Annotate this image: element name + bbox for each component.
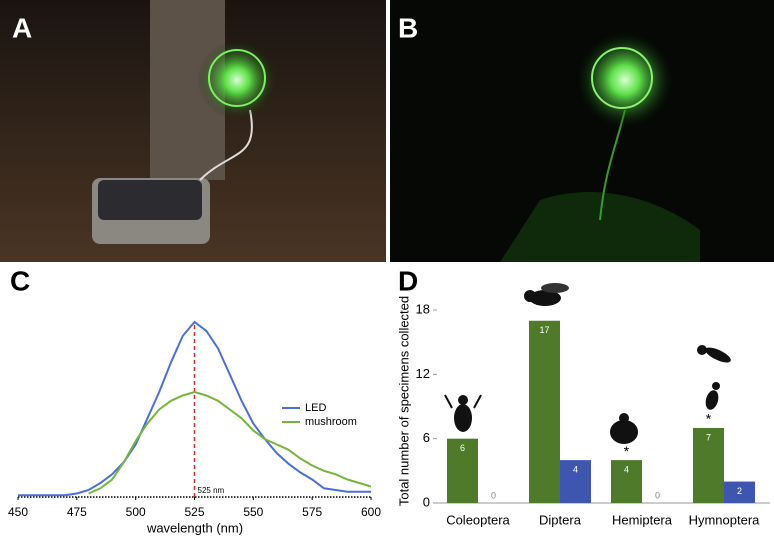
bar bbox=[693, 427, 724, 503]
panel-label: C bbox=[10, 265, 30, 296]
photo-b bbox=[390, 0, 774, 262]
x-tick-label: Hemiptera bbox=[612, 512, 673, 527]
bar bbox=[529, 320, 560, 503]
line-series bbox=[18, 320, 371, 497]
bar-value-label: 6 bbox=[460, 443, 465, 453]
x-tick-label: 550 bbox=[243, 505, 263, 519]
bar-value-label: 7 bbox=[706, 432, 711, 442]
x-tick-label: 525 bbox=[184, 505, 204, 519]
x-tick-label: 600 bbox=[361, 505, 381, 519]
bar bbox=[560, 460, 591, 503]
x-tick-label: 475 bbox=[67, 505, 87, 519]
y-tick-label: 12 bbox=[416, 366, 430, 381]
y-tick-label: 6 bbox=[423, 430, 430, 445]
x-tick-label: Hymnoptera bbox=[689, 512, 761, 527]
legend-label: mushroom bbox=[305, 416, 357, 428]
bar bbox=[611, 460, 642, 503]
y-axis-title: Total number of specimens collected bbox=[396, 296, 411, 506]
bar-value-label: 17 bbox=[539, 325, 549, 335]
photo-a bbox=[0, 0, 386, 262]
y-tick-label: 0 bbox=[423, 494, 430, 509]
x-tick-label: Diptera bbox=[539, 512, 582, 527]
panel-label: A bbox=[12, 12, 32, 43]
insect-silhouettes bbox=[444, 283, 731, 444]
x-tick-label: 450 bbox=[8, 505, 28, 519]
bar-value-label: 4 bbox=[573, 464, 578, 474]
panel-label: D bbox=[398, 265, 418, 296]
significance-marker: * bbox=[624, 443, 630, 459]
bar-value-label: 0 bbox=[655, 490, 660, 500]
annotation: 525 nm bbox=[198, 486, 225, 495]
bar-value-label: 4 bbox=[624, 464, 629, 474]
panel-label: B bbox=[398, 12, 418, 43]
y-tick-label: 18 bbox=[416, 301, 430, 316]
x-axis-title: wavelength (nm) bbox=[146, 520, 243, 535]
legend-label: LED bbox=[305, 402, 326, 414]
bar-value-label: 2 bbox=[737, 486, 742, 496]
line-series bbox=[88, 390, 372, 495]
bar bbox=[447, 438, 478, 503]
x-tick-label: 575 bbox=[302, 505, 322, 519]
x-tick-label: 500 bbox=[126, 505, 146, 519]
bar bbox=[724, 481, 755, 503]
bar-value-label: 0 bbox=[491, 490, 496, 500]
significance-marker: * bbox=[706, 411, 712, 427]
x-tick-label: Coleoptera bbox=[446, 512, 510, 527]
